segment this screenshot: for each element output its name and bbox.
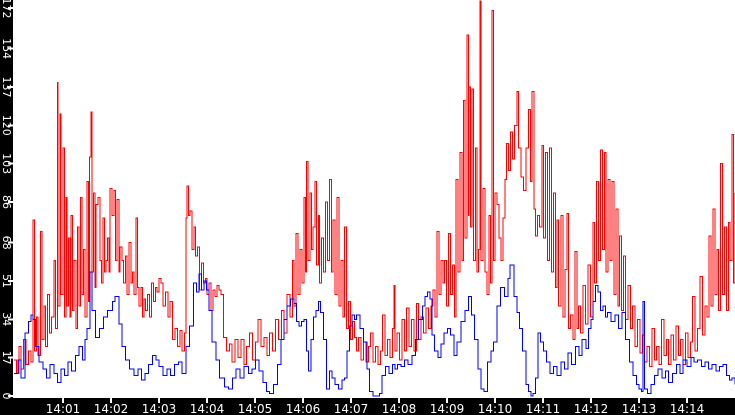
y-tick-label: 120 <box>0 115 13 136</box>
x-tick-label: 14:10 <box>478 402 513 415</box>
x-tick-label: 14:02 <box>94 402 129 415</box>
x-tick-label: 14:11 <box>526 402 561 415</box>
x-tick-label: 14:01 <box>46 402 81 415</box>
y-tick-label: 17 <box>0 351 13 365</box>
x-tick-label: 14:12 <box>574 402 609 415</box>
series-blue-line <box>14 264 735 397</box>
x-tick-label: 14:03 <box>142 402 177 415</box>
y-tick-label: 86 <box>0 195 13 209</box>
y-axis: 0 17 34 51 68 86 103 120 137 154 172 <box>0 0 14 400</box>
x-tick-label: 14:13 <box>622 402 657 415</box>
x-tick-label: 14:14 <box>670 402 705 415</box>
y-tick-label: 172 <box>0 0 13 19</box>
x-tick-label: 14:07 <box>334 402 369 415</box>
y-tick-label: 68 <box>0 236 13 250</box>
y-tick-label: 154 <box>0 38 13 59</box>
x-axis: 14:01 14:02 14:03 14:04 14:05 14:06 14:07 14:08… <box>46 398 705 415</box>
y-tick-label: 103 <box>0 153 13 174</box>
y-tick-label: 34 <box>0 312 13 326</box>
x-tick-label: 14:04 <box>190 402 225 415</box>
y-tick-label: 0 <box>0 393 13 400</box>
series-red-line <box>14 0 735 374</box>
x-tick-label: 14:09 <box>430 402 465 415</box>
x-tick-label: 14:05 <box>238 402 273 415</box>
x-tick-label: 14:06 <box>286 402 321 415</box>
y-tick-label: 137 <box>0 76 13 97</box>
x-axis-band <box>0 398 735 415</box>
y-axis-band <box>0 0 13 415</box>
x-tick-label: 14:08 <box>382 402 417 415</box>
y-tick-label: 51 <box>0 274 13 288</box>
